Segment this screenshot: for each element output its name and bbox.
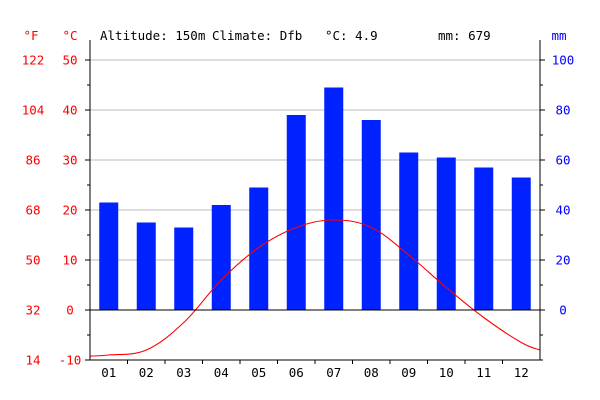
fahrenheit-tick-label: 104 bbox=[22, 103, 45, 118]
month-tick-label: 11 bbox=[476, 365, 491, 380]
gridlines bbox=[90, 59, 540, 261]
mean-temperature-label: °C: 4.9 bbox=[325, 28, 378, 43]
fahrenheit-unit-label: °F bbox=[23, 28, 38, 43]
celsius-tick-label: -10 bbox=[59, 353, 82, 368]
precipitation-bar bbox=[136, 222, 156, 310]
fahrenheit-tick-label: 122 bbox=[22, 53, 45, 68]
precipitation-bar bbox=[436, 157, 456, 310]
month-tick-label: 10 bbox=[439, 365, 454, 380]
precipitation-bar bbox=[99, 202, 119, 310]
precipitation-bars bbox=[99, 87, 531, 310]
fahrenheit-tick-label: 14 bbox=[25, 353, 40, 368]
ticks bbox=[85, 59, 545, 364]
celsius-tick-label: 40 bbox=[62, 103, 77, 118]
month-tick-label: 08 bbox=[364, 365, 379, 380]
fahrenheit-tick-label: 50 bbox=[25, 253, 40, 268]
precipitation-bar bbox=[211, 205, 231, 310]
month-tick-label: 07 bbox=[326, 365, 341, 380]
month-tick-label: 12 bbox=[514, 365, 529, 380]
precipitation-bar bbox=[286, 115, 306, 310]
celsius-tick-label: 0 bbox=[66, 303, 74, 318]
celsius-tick-label: 10 bbox=[62, 253, 77, 268]
month-tick-label: 01 bbox=[101, 365, 116, 380]
mm-tick-label: 100 bbox=[552, 53, 575, 68]
precipitation-bar bbox=[399, 152, 419, 310]
fahrenheit-tick-label: 68 bbox=[25, 203, 40, 218]
mm-tick-label: 80 bbox=[555, 103, 570, 118]
axis-labels: -101403210502068308640104501220204060801… bbox=[22, 53, 575, 381]
fahrenheit-tick-label: 86 bbox=[25, 153, 40, 168]
mm-tick-label: 40 bbox=[555, 203, 570, 218]
axes bbox=[89, 40, 541, 361]
climate-label: Climate: Dfb bbox=[212, 28, 302, 43]
precipitation-bar bbox=[474, 167, 494, 310]
celsius-tick-label: 20 bbox=[62, 203, 77, 218]
month-tick-label: 03 bbox=[176, 365, 191, 380]
celsius-tick-label: 30 bbox=[62, 153, 77, 168]
fahrenheit-tick-label: 32 bbox=[25, 303, 40, 318]
mm-unit-label: mm bbox=[551, 28, 566, 43]
temperature-line-group bbox=[89, 219, 541, 357]
month-tick-label: 05 bbox=[251, 365, 266, 380]
precipitation-bar bbox=[361, 120, 381, 310]
celsius-unit-label: °C bbox=[62, 28, 77, 43]
month-tick-label: 02 bbox=[139, 365, 154, 380]
month-tick-label: 09 bbox=[401, 365, 416, 380]
mm-tick-label: 0 bbox=[559, 303, 567, 318]
month-tick-label: 04 bbox=[214, 365, 229, 380]
month-tick-label: 06 bbox=[289, 365, 304, 380]
temperature-line bbox=[89, 219, 541, 357]
celsius-tick-label: 50 bbox=[62, 53, 77, 68]
precipitation-bar bbox=[174, 227, 194, 310]
precipitation-bar bbox=[249, 187, 269, 310]
precipitation-bar bbox=[324, 87, 344, 310]
mm-tick-label: 60 bbox=[555, 153, 570, 168]
mm-tick-label: 20 bbox=[555, 253, 570, 268]
total-precipitation-label: mm: 679 bbox=[438, 28, 491, 43]
precipitation-bar bbox=[511, 177, 531, 310]
altitude-label: Altitude: 150m bbox=[100, 28, 205, 43]
